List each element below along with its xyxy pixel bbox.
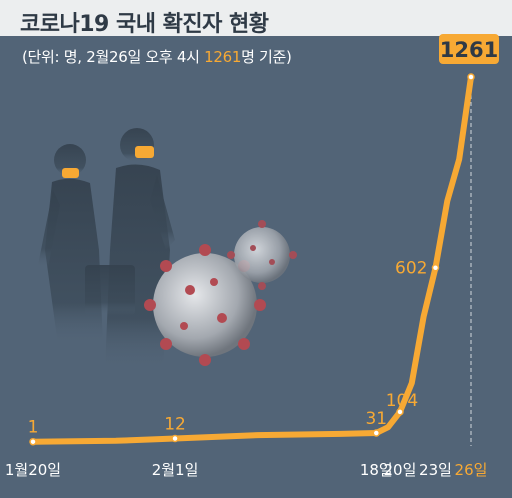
data-label: 602 bbox=[395, 259, 427, 279]
person-man-illustration bbox=[85, 128, 175, 370]
x-tick-label: 2월1일 bbox=[152, 461, 199, 479]
x-tick-label: 23일 bbox=[419, 461, 452, 479]
data-point bbox=[29, 437, 37, 446]
virus-icon bbox=[144, 244, 266, 366]
data-label-badge bbox=[439, 34, 499, 64]
x-tick-label: 20일 bbox=[384, 461, 417, 479]
subtitle-highlight: 1261 bbox=[204, 48, 242, 66]
data-points bbox=[29, 73, 475, 446]
data-point bbox=[171, 434, 179, 443]
virus-small-icon bbox=[227, 220, 297, 290]
x-tick-label: 1월20일 bbox=[5, 461, 61, 479]
data-point bbox=[431, 263, 440, 272]
data-label: 104 bbox=[386, 391, 418, 411]
illustration bbox=[38, 128, 297, 370]
subtitle-prefix: (단위: 명, 2월26일 오후 4시 bbox=[22, 48, 205, 66]
mask-man-illustration bbox=[135, 146, 154, 158]
data-label: 1 bbox=[28, 418, 39, 438]
subtitle-suffix: 명 기준) bbox=[241, 48, 292, 66]
mask-woman-illustration bbox=[62, 168, 79, 178]
data-label: 31 bbox=[365, 409, 387, 429]
x-tick-label: 18일 bbox=[360, 461, 393, 479]
chart-subtitle: (단위: 명, 2월26일 오후 4시 1261명 기준) bbox=[22, 46, 292, 67]
x-tick-label: 26일 bbox=[455, 461, 488, 479]
data-point bbox=[372, 429, 381, 437]
chart-title: 코로나19 국내 확진자 현황 bbox=[20, 12, 269, 37]
series-line bbox=[30, 74, 474, 445]
data-point bbox=[467, 73, 475, 81]
data-label: 12 bbox=[164, 415, 186, 435]
data-point bbox=[396, 408, 404, 416]
data-label: 1261 bbox=[440, 38, 498, 62]
